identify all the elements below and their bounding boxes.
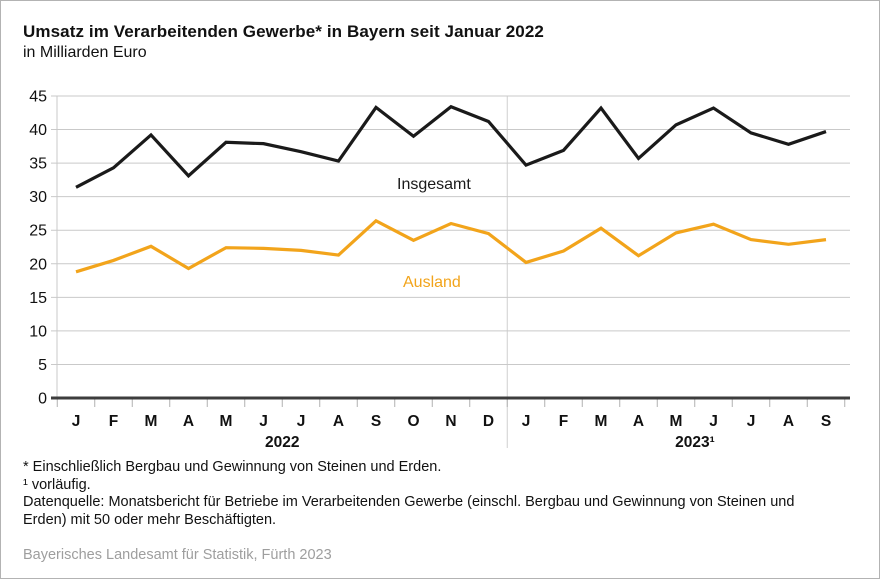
y-axis-tick-label: 5 [38, 357, 47, 374]
y-axis-tick-label: 45 [29, 89, 47, 106]
month-label: S [371, 413, 381, 430]
footnotes-block: * Einschließlich Bergbau und Gewinnung v… [23, 459, 794, 529]
month-label: M [595, 413, 608, 430]
chart-subtitle: in Milliarden Euro [23, 44, 147, 61]
y-axis-tick-label: 20 [29, 256, 47, 273]
publisher-credit: Bayerisches Landesamt für Statistik, Für… [23, 547, 332, 563]
y-axis-tick-label: 15 [29, 290, 47, 307]
month-label: N [445, 413, 456, 430]
series-line-ausland [75, 218, 827, 274]
month-label: J [709, 413, 718, 430]
footnote-source-line-1: Datenquelle: Monatsbericht für Betriebe … [23, 494, 795, 510]
y-axis-tick-label: 30 [29, 189, 47, 206]
month-label: S [821, 413, 831, 430]
y-axis-tick-label: 0 [38, 391, 47, 408]
month-label: A [333, 413, 344, 430]
month-label: J [522, 413, 531, 430]
series-line-insgesamt [75, 104, 827, 189]
y-axis-tick-label: 40 [29, 122, 47, 139]
month-label: M [220, 413, 233, 430]
month-label: F [559, 413, 568, 430]
month-label: O [407, 413, 419, 430]
chart-title: Umsatz im Verarbeitenden Gewerbe* in Bay… [23, 22, 544, 41]
month-label: D [483, 413, 494, 430]
month-label: F [109, 413, 118, 430]
y-axis-tick-label: 25 [29, 223, 47, 240]
month-label: J [747, 413, 756, 430]
month-label: A [183, 413, 194, 430]
month-label: J [72, 413, 81, 430]
footnote-asterisk: * Einschließlich Bergbau und Gewinnung v… [23, 459, 442, 475]
series-label-insgesamt: Insgesamt [397, 176, 471, 193]
footnote-source-line-2: Erden) mit 50 oder mehr Beschäftigten. [23, 511, 277, 528]
line-chart: 0 5 10 15 20 25 30 35 40 45 J F M A M J J A S O N D J F M A M J J A S 2… [29, 89, 850, 451]
month-label: M [145, 413, 158, 430]
month-label: A [633, 413, 644, 430]
month-label: J [297, 413, 306, 430]
month-label: J [259, 413, 268, 430]
y-axis-tick-label: 35 [29, 156, 47, 173]
month-label: A [783, 413, 794, 430]
year-label: 2023¹ [675, 434, 715, 451]
y-axis-tick-label: 10 [29, 323, 47, 340]
series-label-ausland: Ausland [403, 274, 461, 291]
footnote-preliminary: ¹ vorläufig. [23, 476, 91, 493]
year-label: 2022 [265, 434, 299, 451]
month-label: M [670, 413, 683, 430]
